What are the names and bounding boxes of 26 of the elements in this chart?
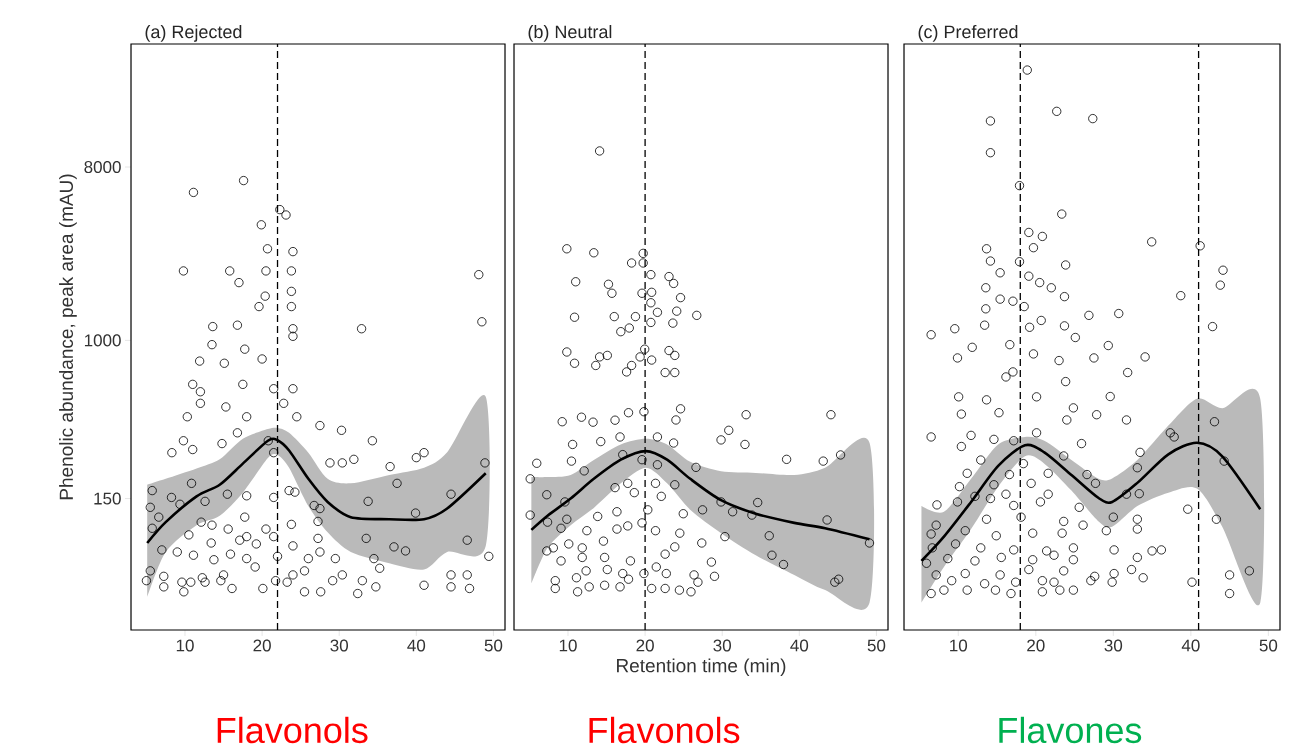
text: Flavonols <box>217 716 368 744</box>
x-tick-label: 50 <box>867 639 886 652</box>
y-tick-label: 150 <box>94 492 121 505</box>
x-tick-label: 10 <box>559 639 577 652</box>
x-tick-label: 40 <box>1181 639 1200 652</box>
y-tick-label: 1000 <box>84 334 121 347</box>
chart-title: (a) Rejected <box>145 25 242 42</box>
x-tick-label: 50 <box>484 639 503 652</box>
x-tick-label: 30 <box>1104 639 1123 652</box>
x-axis-title: Retention time (min) <box>617 658 786 677</box>
y-tick-label: 8000 <box>84 161 121 174</box>
x-tick-label: 20 <box>253 639 271 652</box>
x-tick-label: 50 <box>1259 639 1278 652</box>
text: Flavones <box>999 716 1142 744</box>
chart-title: (c) Preferred <box>918 25 1018 42</box>
y-axis-title: Phenolic abundance, peak area (mAU) <box>59 174 77 500</box>
chart-title: (b) Neutral <box>528 25 612 42</box>
x-tick-label: 40 <box>790 639 809 652</box>
x-tick-label: 40 <box>407 639 426 652</box>
x-tick-label: 30 <box>713 639 732 652</box>
x-tick-label: 30 <box>330 639 349 652</box>
text: Flavonols <box>589 716 740 744</box>
x-tick-label: 20 <box>1027 639 1045 652</box>
x-tick-label: 10 <box>176 639 194 652</box>
x-tick-label: 10 <box>950 639 968 652</box>
x-tick-label: 20 <box>636 639 654 652</box>
